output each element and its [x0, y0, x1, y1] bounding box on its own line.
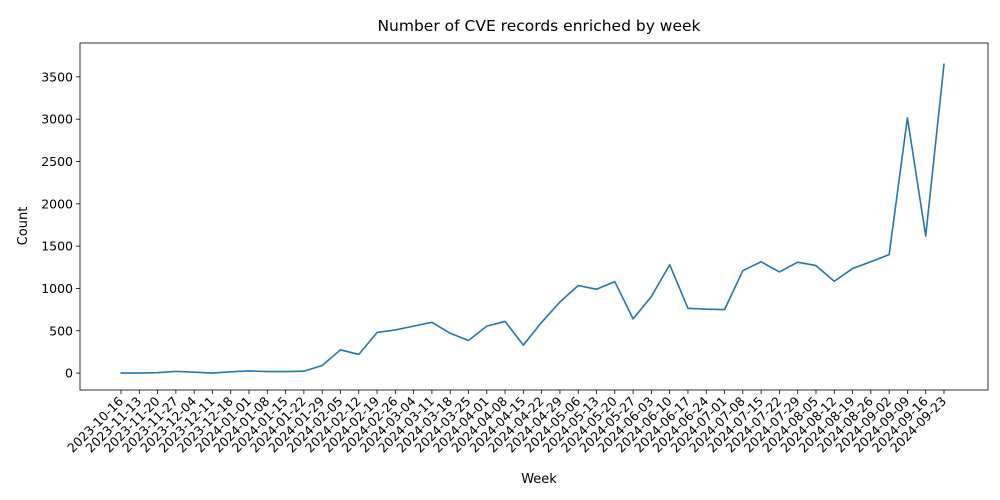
y-tick-label: 1500 [41, 239, 73, 254]
y-axis-label: Count [16, 207, 31, 246]
y-tick-label: 2000 [41, 196, 73, 211]
y-tick-label: 0 [65, 366, 73, 381]
series-line-count [120, 63, 945, 374]
x-axis-label: Week [521, 472, 557, 487]
y-tick-label: 2500 [41, 154, 73, 169]
y-tick-label: 1000 [41, 281, 73, 296]
y-tick-label: 3000 [41, 112, 73, 127]
plot-area: 05001000150020002500300035002023-10-1620… [41, 42, 989, 455]
y-tick-label: 500 [49, 323, 73, 338]
axes-frame [79, 42, 989, 391]
chart-title: Number of CVE records enriched by week [377, 17, 700, 35]
y-tick-label: 3500 [41, 69, 73, 84]
